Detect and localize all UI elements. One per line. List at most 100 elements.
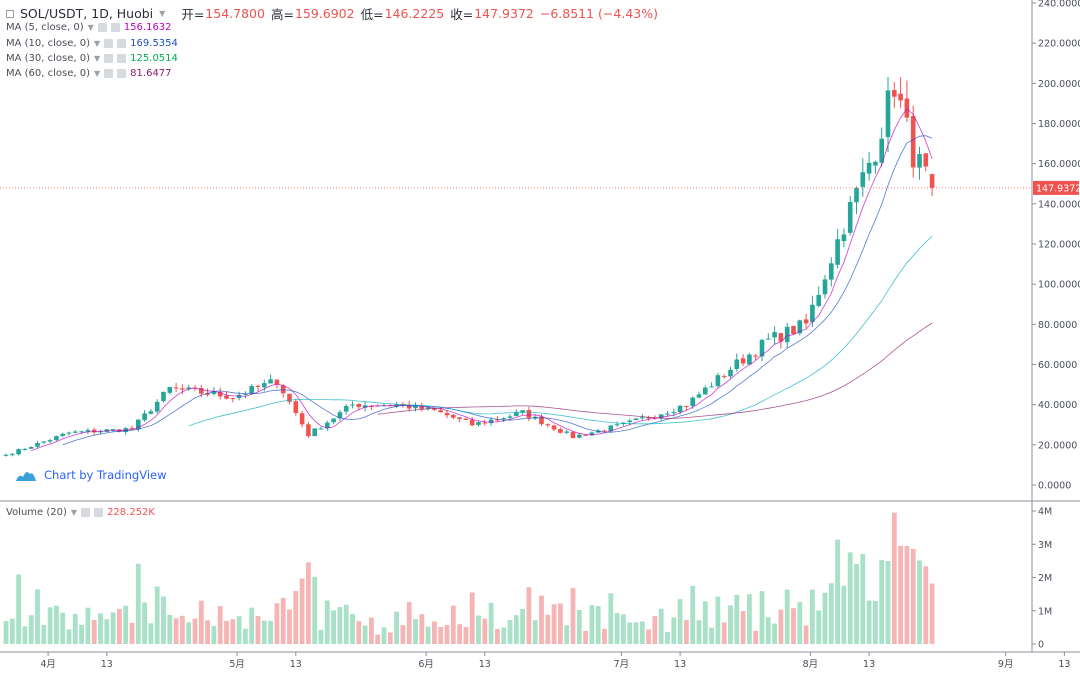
volume-bar bbox=[22, 626, 28, 644]
indicator-label: MA (30, close, 0) bbox=[6, 53, 91, 64]
volume-bar bbox=[224, 620, 229, 644]
volume-bar bbox=[551, 604, 557, 644]
volume-bar bbox=[570, 588, 576, 644]
volume-bar bbox=[652, 616, 658, 644]
close-icon[interactable] bbox=[94, 508, 104, 517]
tradingview-watermark[interactable]: Chart by TradingView bbox=[16, 468, 167, 482]
volume-bar bbox=[180, 615, 185, 644]
volume-bar bbox=[469, 592, 475, 644]
candle-body bbox=[734, 359, 740, 369]
close-icon[interactable] bbox=[110, 23, 120, 32]
indicator-value: 156.1632 bbox=[123, 22, 172, 33]
collapse-icon[interactable] bbox=[6, 9, 14, 18]
volume-bar bbox=[148, 623, 154, 644]
symbol-title[interactable]: SOL/USDT, 1D, Huobi bbox=[20, 6, 154, 21]
settings-icon[interactable] bbox=[97, 23, 107, 32]
time-tick-label: 13 bbox=[1058, 659, 1070, 670]
indicator-ma5[interactable]: MA (5, close, 0) ▼ 156.1632 bbox=[6, 22, 172, 33]
symbol-header: SOL/USDT, 1D, Huobi ▼ 开= 154.7800 高= 159.6… bbox=[6, 4, 658, 23]
candle-body bbox=[614, 424, 620, 426]
volume-bar bbox=[66, 629, 72, 644]
volume-bar bbox=[110, 612, 116, 644]
volume-bar bbox=[255, 615, 261, 644]
indicator-ma60[interactable]: MA (60, close, 0) ▼ 81.6477 bbox=[6, 68, 172, 79]
chevron-down-icon[interactable]: ▼ bbox=[87, 23, 94, 32]
time-tick-label: 9月 bbox=[998, 659, 1014, 670]
volume-bar bbox=[79, 624, 84, 644]
volume-bar bbox=[98, 613, 103, 644]
candle-body bbox=[419, 405, 425, 409]
close-icon[interactable] bbox=[117, 39, 127, 48]
candle-body bbox=[873, 161, 878, 166]
chevron-down-icon[interactable]: ▼ bbox=[159, 9, 166, 18]
settings-icon[interactable] bbox=[81, 508, 91, 517]
candle-body bbox=[766, 338, 771, 340]
chevron-down-icon[interactable]: ▼ bbox=[70, 508, 78, 517]
settings-icon[interactable] bbox=[104, 69, 114, 78]
candle-body bbox=[608, 425, 614, 432]
volume-bar bbox=[444, 624, 450, 644]
candle-body bbox=[280, 385, 286, 394]
volume-bar bbox=[810, 589, 815, 644]
volume-bar bbox=[778, 609, 784, 644]
volume-bar bbox=[658, 608, 664, 644]
volume-bar bbox=[532, 620, 538, 644]
time-tick-label: 4月 bbox=[40, 659, 56, 670]
volume-bar bbox=[299, 578, 305, 644]
candle-body bbox=[337, 412, 343, 419]
volume-bar bbox=[589, 605, 595, 644]
volume-tick-label: 3M bbox=[1038, 540, 1052, 551]
price-tick-label: 100.0000 bbox=[1038, 280, 1080, 291]
volume-bar bbox=[413, 619, 418, 644]
candle-body bbox=[841, 234, 847, 242]
volume-bar bbox=[274, 603, 280, 644]
chevron-down-icon[interactable]: ▼ bbox=[94, 39, 101, 48]
volume-bar bbox=[665, 632, 670, 644]
volume-bar bbox=[54, 605, 59, 644]
candle-body bbox=[350, 404, 355, 406]
time-tick-label: 6月 bbox=[418, 659, 434, 670]
time-tick-label: 7月 bbox=[614, 659, 630, 670]
candle-body bbox=[570, 431, 576, 439]
volume-bar bbox=[369, 617, 374, 644]
candle-body bbox=[740, 358, 746, 364]
candle-body bbox=[690, 397, 695, 406]
volume-bar bbox=[406, 602, 412, 644]
candle-body bbox=[665, 413, 670, 415]
candle-body bbox=[482, 422, 488, 424]
volume-bar bbox=[854, 563, 859, 644]
indicator-volume[interactable]: Volume (20) ▼ 228.252K bbox=[6, 507, 155, 518]
candle-body bbox=[79, 431, 84, 433]
tradingview-logo-icon bbox=[16, 472, 36, 481]
candle-body bbox=[816, 294, 821, 306]
candle-body bbox=[879, 138, 884, 163]
candle-body bbox=[331, 418, 336, 423]
volume-bar bbox=[860, 553, 866, 644]
volume-bar bbox=[117, 608, 122, 644]
settings-icon[interactable] bbox=[104, 54, 114, 63]
volume-bar bbox=[772, 623, 777, 644]
chevron-down-icon[interactable]: ▼ bbox=[94, 54, 101, 63]
open-value: 154.7800 bbox=[205, 6, 265, 21]
chevron-down-icon[interactable]: ▼ bbox=[94, 69, 101, 78]
candle-body bbox=[236, 394, 242, 399]
indicator-ma10[interactable]: MA (10, close, 0) ▼ 169.5354 bbox=[6, 38, 178, 49]
indicator-ma30[interactable]: MA (30, close, 0) ▼ 125.0514 bbox=[6, 53, 178, 64]
volume-bar bbox=[759, 591, 765, 644]
volume-bar bbox=[173, 618, 179, 644]
close-icon[interactable] bbox=[117, 54, 127, 63]
high-value: 159.6902 bbox=[294, 6, 355, 21]
candle-body bbox=[495, 419, 500, 421]
volume-bar bbox=[879, 560, 885, 644]
settings-icon[interactable] bbox=[104, 39, 114, 48]
candle-body bbox=[438, 410, 443, 413]
candle-body bbox=[129, 428, 135, 430]
candle-body bbox=[917, 154, 922, 168]
candle-body bbox=[545, 424, 551, 426]
volume-bar bbox=[702, 601, 708, 644]
candle-body bbox=[759, 339, 765, 357]
close-icon[interactable] bbox=[117, 69, 127, 78]
candle-body bbox=[148, 411, 154, 414]
volume-bar bbox=[646, 629, 651, 644]
